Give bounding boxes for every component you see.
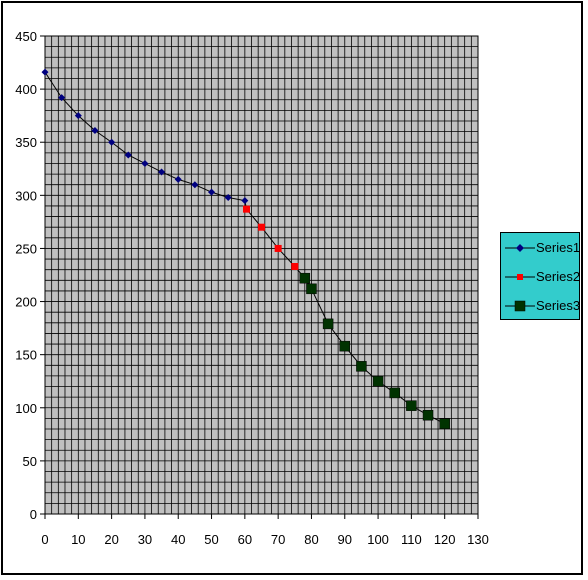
point-series2	[243, 205, 251, 213]
point-series1	[158, 168, 166, 176]
point-series1	[174, 175, 182, 183]
grid-lines	[45, 36, 478, 514]
x-tick-label: 30	[138, 532, 152, 547]
point-series3	[439, 418, 450, 429]
y-tick-label: 100	[15, 401, 37, 416]
point-series1	[124, 151, 132, 159]
legend-swatch-series1	[505, 244, 535, 252]
point-series1	[41, 68, 49, 76]
x-tick-label: 10	[71, 532, 85, 547]
legend-label-series2: Series2	[536, 269, 581, 284]
x-tick-label: 40	[171, 532, 185, 547]
point-series3	[406, 400, 417, 411]
point-series2	[274, 244, 282, 252]
x-tick-label: 120	[434, 532, 456, 547]
y-tick-label: 400	[15, 82, 37, 97]
point-series3	[339, 340, 351, 352]
point-series2	[291, 263, 299, 271]
legend-label-series3: Series3	[536, 298, 581, 313]
point-series3	[389, 387, 400, 399]
y-tick-label: 350	[15, 135, 37, 150]
point-series3	[322, 318, 334, 330]
point-series1	[191, 181, 199, 189]
y-tick-label: 0	[30, 507, 37, 522]
x-tick-label: 20	[104, 532, 118, 547]
x-tick-label: 130	[467, 532, 489, 547]
point-series1	[241, 197, 249, 205]
legend-item-series3: Series3	[505, 296, 581, 316]
x-tick-label: 100	[367, 532, 389, 547]
x-tick-label: 70	[271, 532, 285, 547]
legend-swatch-series3	[505, 300, 535, 312]
axes: 0 50 100 150 200 250 300 350 400 450 0 10 20 30 40 50 60…	[15, 29, 489, 547]
x-tick-label: 90	[338, 532, 352, 547]
legend-label-series1: Series1	[536, 240, 581, 255]
series-layer	[41, 68, 450, 429]
point-series2	[258, 223, 265, 231]
point-series1	[58, 94, 66, 102]
point-series1	[208, 188, 216, 196]
y-tick-label: 450	[15, 29, 37, 44]
point-series1	[91, 127, 99, 135]
point-series1	[224, 193, 232, 201]
x-tick-label: 60	[238, 532, 252, 547]
legend-swatch-series2	[505, 274, 535, 280]
x-tick-label: 80	[304, 532, 318, 547]
point-series1	[141, 159, 149, 167]
legend-item-series1: Series1	[505, 238, 581, 258]
point-series3	[306, 283, 317, 295]
legend-item-series2: Series2	[505, 267, 581, 287]
x-tick-label: 50	[204, 532, 218, 547]
point-series3	[372, 375, 384, 387]
y-tick-label: 250	[15, 241, 37, 256]
x-tick-label: 0	[41, 532, 48, 547]
point-series3	[299, 272, 311, 284]
point-series1	[108, 138, 116, 146]
y-tick-label: 200	[15, 295, 37, 310]
y-tick-label: 300	[15, 188, 37, 203]
plot-area	[44, 35, 479, 515]
point-series1	[74, 112, 82, 120]
plot-background	[45, 36, 478, 514]
x-tick-label: 110	[401, 532, 422, 547]
y-tick-label: 150	[15, 348, 37, 363]
point-series3	[356, 361, 367, 372]
legend: Series1 Series2 Series3	[500, 232, 580, 320]
y-tick-label: 50	[23, 454, 37, 469]
point-series3	[422, 409, 434, 421]
